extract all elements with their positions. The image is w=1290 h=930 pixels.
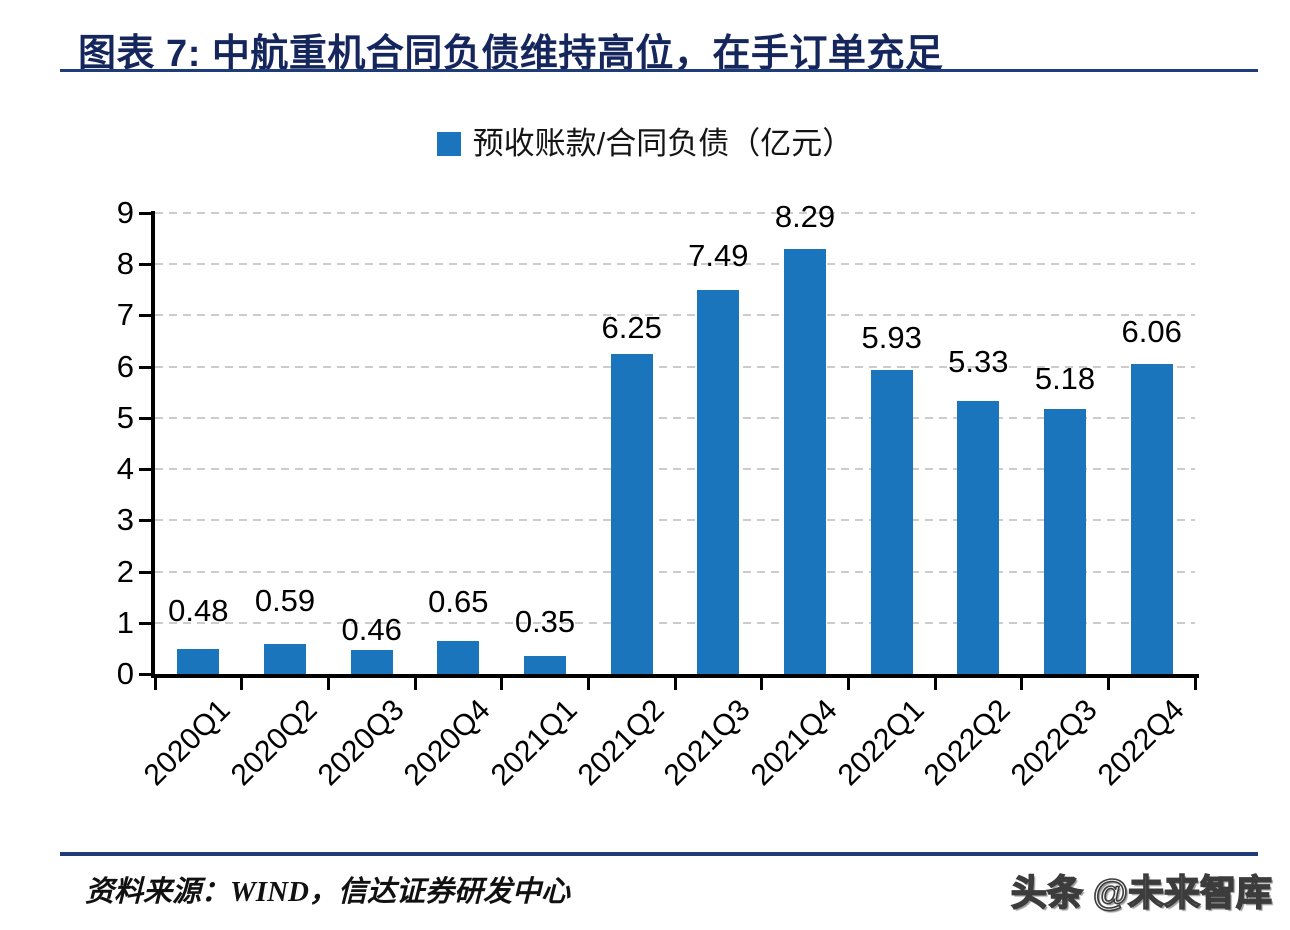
y-axis-tick bbox=[139, 212, 151, 215]
watermark-text: 头条 @未来智库 bbox=[1010, 871, 1273, 914]
title-underline-rule bbox=[60, 69, 1258, 72]
y-axis-label: 6 bbox=[116, 348, 134, 384]
x-axis-tick bbox=[760, 678, 764, 690]
y-axis-label: 1 bbox=[116, 604, 134, 640]
y-axis-label: 4 bbox=[116, 451, 134, 487]
legend-swatch-icon bbox=[436, 132, 461, 156]
bar-value-label: 0.65 bbox=[428, 583, 489, 619]
y-axis-label: 8 bbox=[116, 246, 134, 282]
bar bbox=[177, 649, 220, 674]
bar-value-label: 0.35 bbox=[514, 604, 576, 640]
y-axis-tick bbox=[139, 621, 151, 625]
y-axis-tick bbox=[139, 263, 151, 267]
x-axis-tick bbox=[846, 678, 850, 690]
figure-title: 图表 7: 中航重机合同负债维持高位，在手订单充足 bbox=[78, 33, 944, 75]
y-axis-label: 5 bbox=[116, 399, 134, 435]
source-attribution: 资料来源：WIND，信达证券研发中心 bbox=[85, 876, 570, 908]
y-axis-tick bbox=[139, 314, 151, 318]
y-gridline bbox=[155, 212, 1195, 214]
bar bbox=[437, 640, 480, 674]
y-axis-label: 0 bbox=[116, 656, 134, 691]
y-axis-label: 2 bbox=[116, 553, 134, 589]
bar bbox=[870, 370, 913, 674]
bar bbox=[350, 650, 393, 674]
y-gridline bbox=[155, 621, 1195, 624]
x-axis-tick bbox=[240, 678, 244, 690]
y-gridline bbox=[155, 263, 1195, 266]
legend-label: 预收账款/合同负债（亿元） bbox=[472, 126, 854, 161]
x-axis-tick bbox=[933, 678, 937, 690]
bar bbox=[524, 656, 566, 674]
bar bbox=[1130, 363, 1173, 674]
y-gridline bbox=[155, 570, 1195, 573]
y-axis-label: 7 bbox=[116, 297, 134, 333]
x-axis-line bbox=[151, 674, 1199, 678]
x-axis-tick bbox=[413, 678, 417, 690]
bar bbox=[784, 249, 826, 674]
y-axis-tick bbox=[139, 416, 151, 420]
x-axis-tick bbox=[500, 678, 504, 690]
bar-value-label: 0.46 bbox=[341, 612, 402, 648]
y-axis-label: 9 bbox=[116, 195, 134, 230]
y-axis-line bbox=[151, 211, 155, 678]
x-axis-tick bbox=[673, 678, 677, 690]
y-gridline bbox=[155, 416, 1195, 419]
y-gridline bbox=[155, 519, 1195, 522]
bar bbox=[610, 353, 653, 674]
footer-divider-rule bbox=[60, 852, 1258, 856]
x-axis-tick bbox=[586, 678, 590, 690]
x-axis-tick bbox=[1193, 678, 1197, 690]
y-gridline bbox=[155, 314, 1195, 317]
bar bbox=[1044, 408, 1086, 674]
y-axis-tick bbox=[139, 365, 151, 369]
y-axis-tick bbox=[139, 468, 151, 472]
y-gridline bbox=[155, 365, 1195, 368]
chart-legend: 预收账款/合同负债（亿元） bbox=[0, 124, 1290, 164]
x-axis-tick bbox=[1106, 678, 1110, 690]
y-axis-tick bbox=[139, 519, 151, 523]
bar-value-label: 6.25 bbox=[601, 309, 662, 345]
bar bbox=[957, 400, 1000, 674]
y-gridline bbox=[155, 468, 1195, 471]
bar-value-label: 0.59 bbox=[254, 582, 316, 618]
x-axis-tick bbox=[326, 678, 330, 690]
bar-value-label: 7.49 bbox=[688, 238, 749, 274]
bar bbox=[264, 643, 306, 674]
bar-value-label: 5.93 bbox=[861, 320, 922, 356]
bar-value-label: 5.18 bbox=[1034, 360, 1096, 396]
x-axis-tick bbox=[153, 678, 157, 690]
y-axis-label: 3 bbox=[116, 502, 134, 538]
bar-value-label: 8.29 bbox=[774, 199, 836, 235]
y-axis-tick bbox=[139, 570, 151, 574]
bar bbox=[697, 290, 740, 674]
x-axis-tick bbox=[1020, 678, 1024, 690]
y-axis-tick bbox=[139, 673, 151, 676]
bar-value-label: 0.48 bbox=[168, 593, 229, 629]
bar-value-label: 5.33 bbox=[948, 343, 1009, 379]
bar-value-label: 6.06 bbox=[1121, 313, 1182, 349]
